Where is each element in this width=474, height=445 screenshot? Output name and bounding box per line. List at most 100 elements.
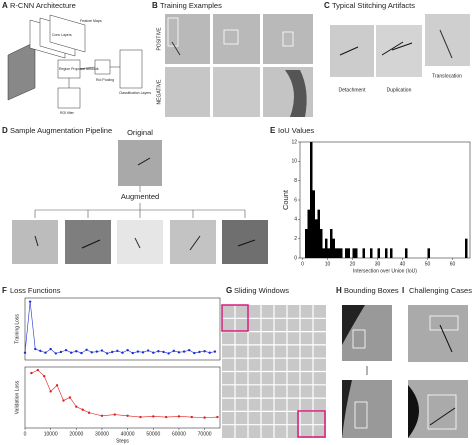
loss-point: [190, 415, 193, 419]
artifact-images: [330, 14, 470, 77]
histogram-bar: [332, 238, 335, 258]
y-tick-label: 12: [291, 139, 297, 145]
loss-point: [216, 415, 219, 419]
histogram-bar: [327, 248, 330, 258]
y-axis-label: Count: [281, 189, 290, 210]
histogram-bar: [362, 248, 365, 258]
diagram-label: Region Proposal Network: [59, 67, 99, 71]
panel-title: Loss Functions: [10, 286, 61, 295]
loss-point: [64, 348, 68, 352]
histogram-bar: [377, 248, 380, 258]
loss-point: [139, 415, 142, 419]
histogram-bar: [390, 248, 393, 258]
y-tick-label: 6: [294, 197, 297, 203]
panel-title: Sliding Windows: [234, 286, 289, 295]
panel-title: Typical Stitching Artifacts: [332, 1, 415, 10]
loss-point: [198, 350, 201, 354]
diagram-label: ROI filter: [60, 111, 75, 115]
panel-letter: I: [402, 286, 404, 295]
panel-letter: C: [324, 1, 330, 10]
panel-letter: H: [336, 286, 342, 295]
artifact-label: Duplication: [387, 87, 412, 93]
loss-point: [49, 347, 52, 351]
histogram-bar: [330, 229, 333, 258]
loss-point: [43, 374, 46, 378]
x-tick-label: 10000: [44, 431, 58, 437]
loss-point: [87, 411, 91, 414]
x-tick-label: 70000: [198, 431, 212, 437]
histogram-bar: [352, 248, 355, 258]
artifact-label: Translocation: [432, 73, 462, 79]
histogram-bar: [427, 248, 430, 258]
loss-point: [152, 351, 155, 354]
loss-point: [80, 351, 83, 355]
histogram-bar: [317, 209, 320, 258]
y-tick-label: 10: [291, 159, 297, 165]
loss-point: [69, 351, 73, 354]
x-tick-label: 30000: [95, 431, 109, 437]
panel-letter: G: [226, 286, 232, 295]
artifact-label: Detachment: [339, 87, 367, 93]
histogram-bar: [465, 238, 468, 258]
loss-point: [90, 351, 93, 354]
loss-point: [116, 349, 119, 353]
bounding-box-images: [342, 305, 392, 438]
loss-point: [28, 300, 32, 303]
loss-point: [111, 350, 114, 354]
loss-point: [193, 351, 196, 355]
loss-point: [100, 414, 104, 417]
loss-point: [213, 350, 217, 353]
loss-point: [157, 350, 160, 353]
loss-point: [177, 351, 181, 354]
panel-title: Sample Augmentation Pipeline: [10, 126, 112, 135]
y-tick-label: 2: [294, 236, 297, 242]
loss-point: [113, 413, 117, 416]
loss-point: [203, 416, 206, 419]
diagram-label: Classification Layers: [119, 91, 151, 95]
diagram-label: Conv Layers: [52, 33, 72, 37]
x-tick-label: 0: [24, 431, 27, 437]
histogram-bar: [337, 248, 340, 258]
plot-frame: [24, 366, 221, 429]
x-tick-label: 20: [350, 261, 356, 267]
y-axis-label: Training Loss: [14, 314, 20, 344]
diagram-label: RoI Pooling: [96, 78, 114, 82]
loss-point: [182, 350, 186, 353]
loss-point: [75, 405, 78, 408]
loss-point: [162, 350, 165, 354]
loss-point: [188, 348, 191, 352]
plot-frame: [24, 297, 221, 361]
panel-title: Bounding Boxes: [344, 286, 399, 295]
histogram-bar: [322, 248, 325, 258]
loss-point: [152, 415, 155, 418]
loss-point: [95, 350, 99, 353]
diagram-label: Feature Maps: [80, 19, 102, 23]
histogram-bar: [405, 248, 408, 258]
panel-title: Challenging Cases: [409, 286, 472, 295]
loss-point: [177, 415, 181, 418]
histogram-bar: [325, 238, 328, 258]
loss-line: [31, 369, 218, 418]
loss-line: [24, 301, 215, 354]
y-axis-label: Validation Loss: [14, 380, 20, 414]
loss-point: [59, 350, 63, 354]
histogram-bar: [320, 229, 323, 258]
loss-point: [75, 350, 78, 353]
loss-point: [30, 371, 33, 375]
loss-point: [131, 351, 134, 355]
loss-point: [146, 349, 150, 352]
loss-point: [54, 352, 57, 355]
loss-point: [121, 351, 124, 354]
panel-letter: D: [2, 126, 8, 135]
x-tick-label: 10: [325, 261, 331, 267]
row-label: POSITIVE: [156, 27, 162, 51]
loss-point: [36, 368, 40, 372]
x-tick-label: 20000: [69, 431, 83, 437]
challenging-images: [408, 305, 468, 438]
loss-point: [167, 352, 170, 355]
x-axis-label: Steps: [116, 438, 129, 444]
loss-point: [68, 396, 72, 399]
histogram-bar: [335, 248, 338, 258]
row-label: NEGATIVE: [156, 79, 162, 105]
histogram-bar: [312, 190, 315, 258]
